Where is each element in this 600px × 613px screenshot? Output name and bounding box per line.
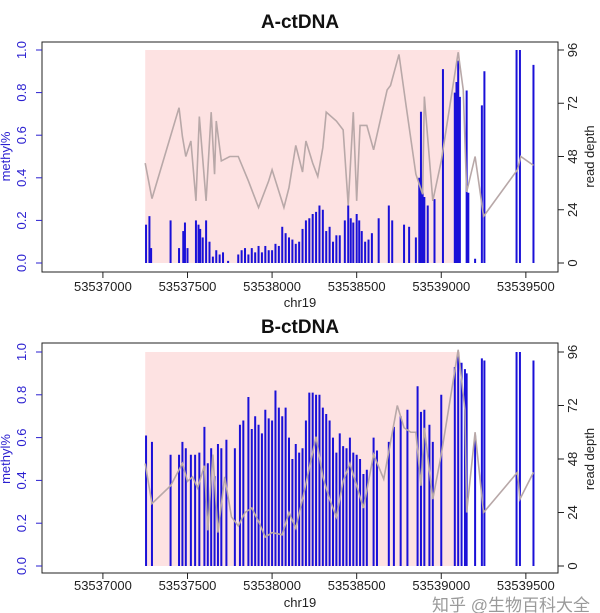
x-tick-label: 53537000 xyxy=(74,279,132,294)
x-tick-label: 53539500 xyxy=(497,279,555,294)
y2-tick-label: 0 xyxy=(565,562,580,569)
y2-axis-label: read depth xyxy=(582,125,597,187)
x-tick-label: 53538000 xyxy=(243,279,301,294)
y-tick-label: 0.2 xyxy=(14,514,29,532)
y2-tick-label: 72 xyxy=(565,398,580,412)
x-axis-label: chr19 xyxy=(284,595,317,610)
y-axis-label: methyl% xyxy=(0,434,13,484)
chart-title: B-ctDNA xyxy=(261,317,339,338)
x-tick-label: 53539500 xyxy=(497,578,555,593)
x-tick-label: 53538500 xyxy=(328,279,386,294)
y2-axis-label: read depth xyxy=(582,428,597,490)
x-tick-label: 53539000 xyxy=(412,578,470,593)
x-tick-label: 53538000 xyxy=(243,578,301,593)
y-tick-label: 0.4 xyxy=(14,169,29,187)
watermark: 知乎 @生物百科大全 xyxy=(432,596,590,613)
panel-a-ctdna: A-ctDNA 53537000 53537500 53538000 53538500 5… xyxy=(0,12,597,310)
y2-tick-label: 96 xyxy=(565,43,580,57)
y2-tick-label: 96 xyxy=(565,345,580,359)
x-tick-label: 53538500 xyxy=(328,578,386,593)
y-tick-label: 0.6 xyxy=(14,429,29,447)
y2-tick-label: 0 xyxy=(565,259,580,266)
y-tick-label: 0.8 xyxy=(14,386,29,404)
y-tick-label: 0.8 xyxy=(14,84,29,102)
y-tick-label: 0.4 xyxy=(14,471,29,489)
panel-b-ctdna: B-ctDNA 53537000 53537500 53538000 53538500 5… xyxy=(0,317,597,610)
y-tick-label: 0.6 xyxy=(14,126,29,144)
y2-tick-label: 48 xyxy=(565,452,580,466)
y-tick-label: 1.0 xyxy=(14,343,29,361)
y2-tick-label: 24 xyxy=(565,505,580,519)
chart-title: A-ctDNA xyxy=(261,12,339,33)
x-tick-label: 53539000 xyxy=(412,279,470,294)
x-tick-label: 53537500 xyxy=(159,279,217,294)
y2-tick-label: 72 xyxy=(565,96,580,110)
y-tick-label: 0.0 xyxy=(14,254,29,272)
y2-tick-label: 24 xyxy=(565,203,580,217)
x-tick-label: 53537500 xyxy=(159,578,217,593)
y2-tick-label: 48 xyxy=(565,149,580,163)
y-tick-label: 0.0 xyxy=(14,557,29,575)
read-depth-line xyxy=(144,52,534,219)
y-tick-label: 0.2 xyxy=(14,211,29,229)
x-axis-label: chr19 xyxy=(284,295,317,310)
y-tick-label: 1.0 xyxy=(14,41,29,59)
plot-frame xyxy=(41,342,559,574)
y-axis-label: methyl% xyxy=(0,131,13,181)
read-depth-line xyxy=(144,349,535,539)
x-tick-label: 53537000 xyxy=(74,578,132,593)
